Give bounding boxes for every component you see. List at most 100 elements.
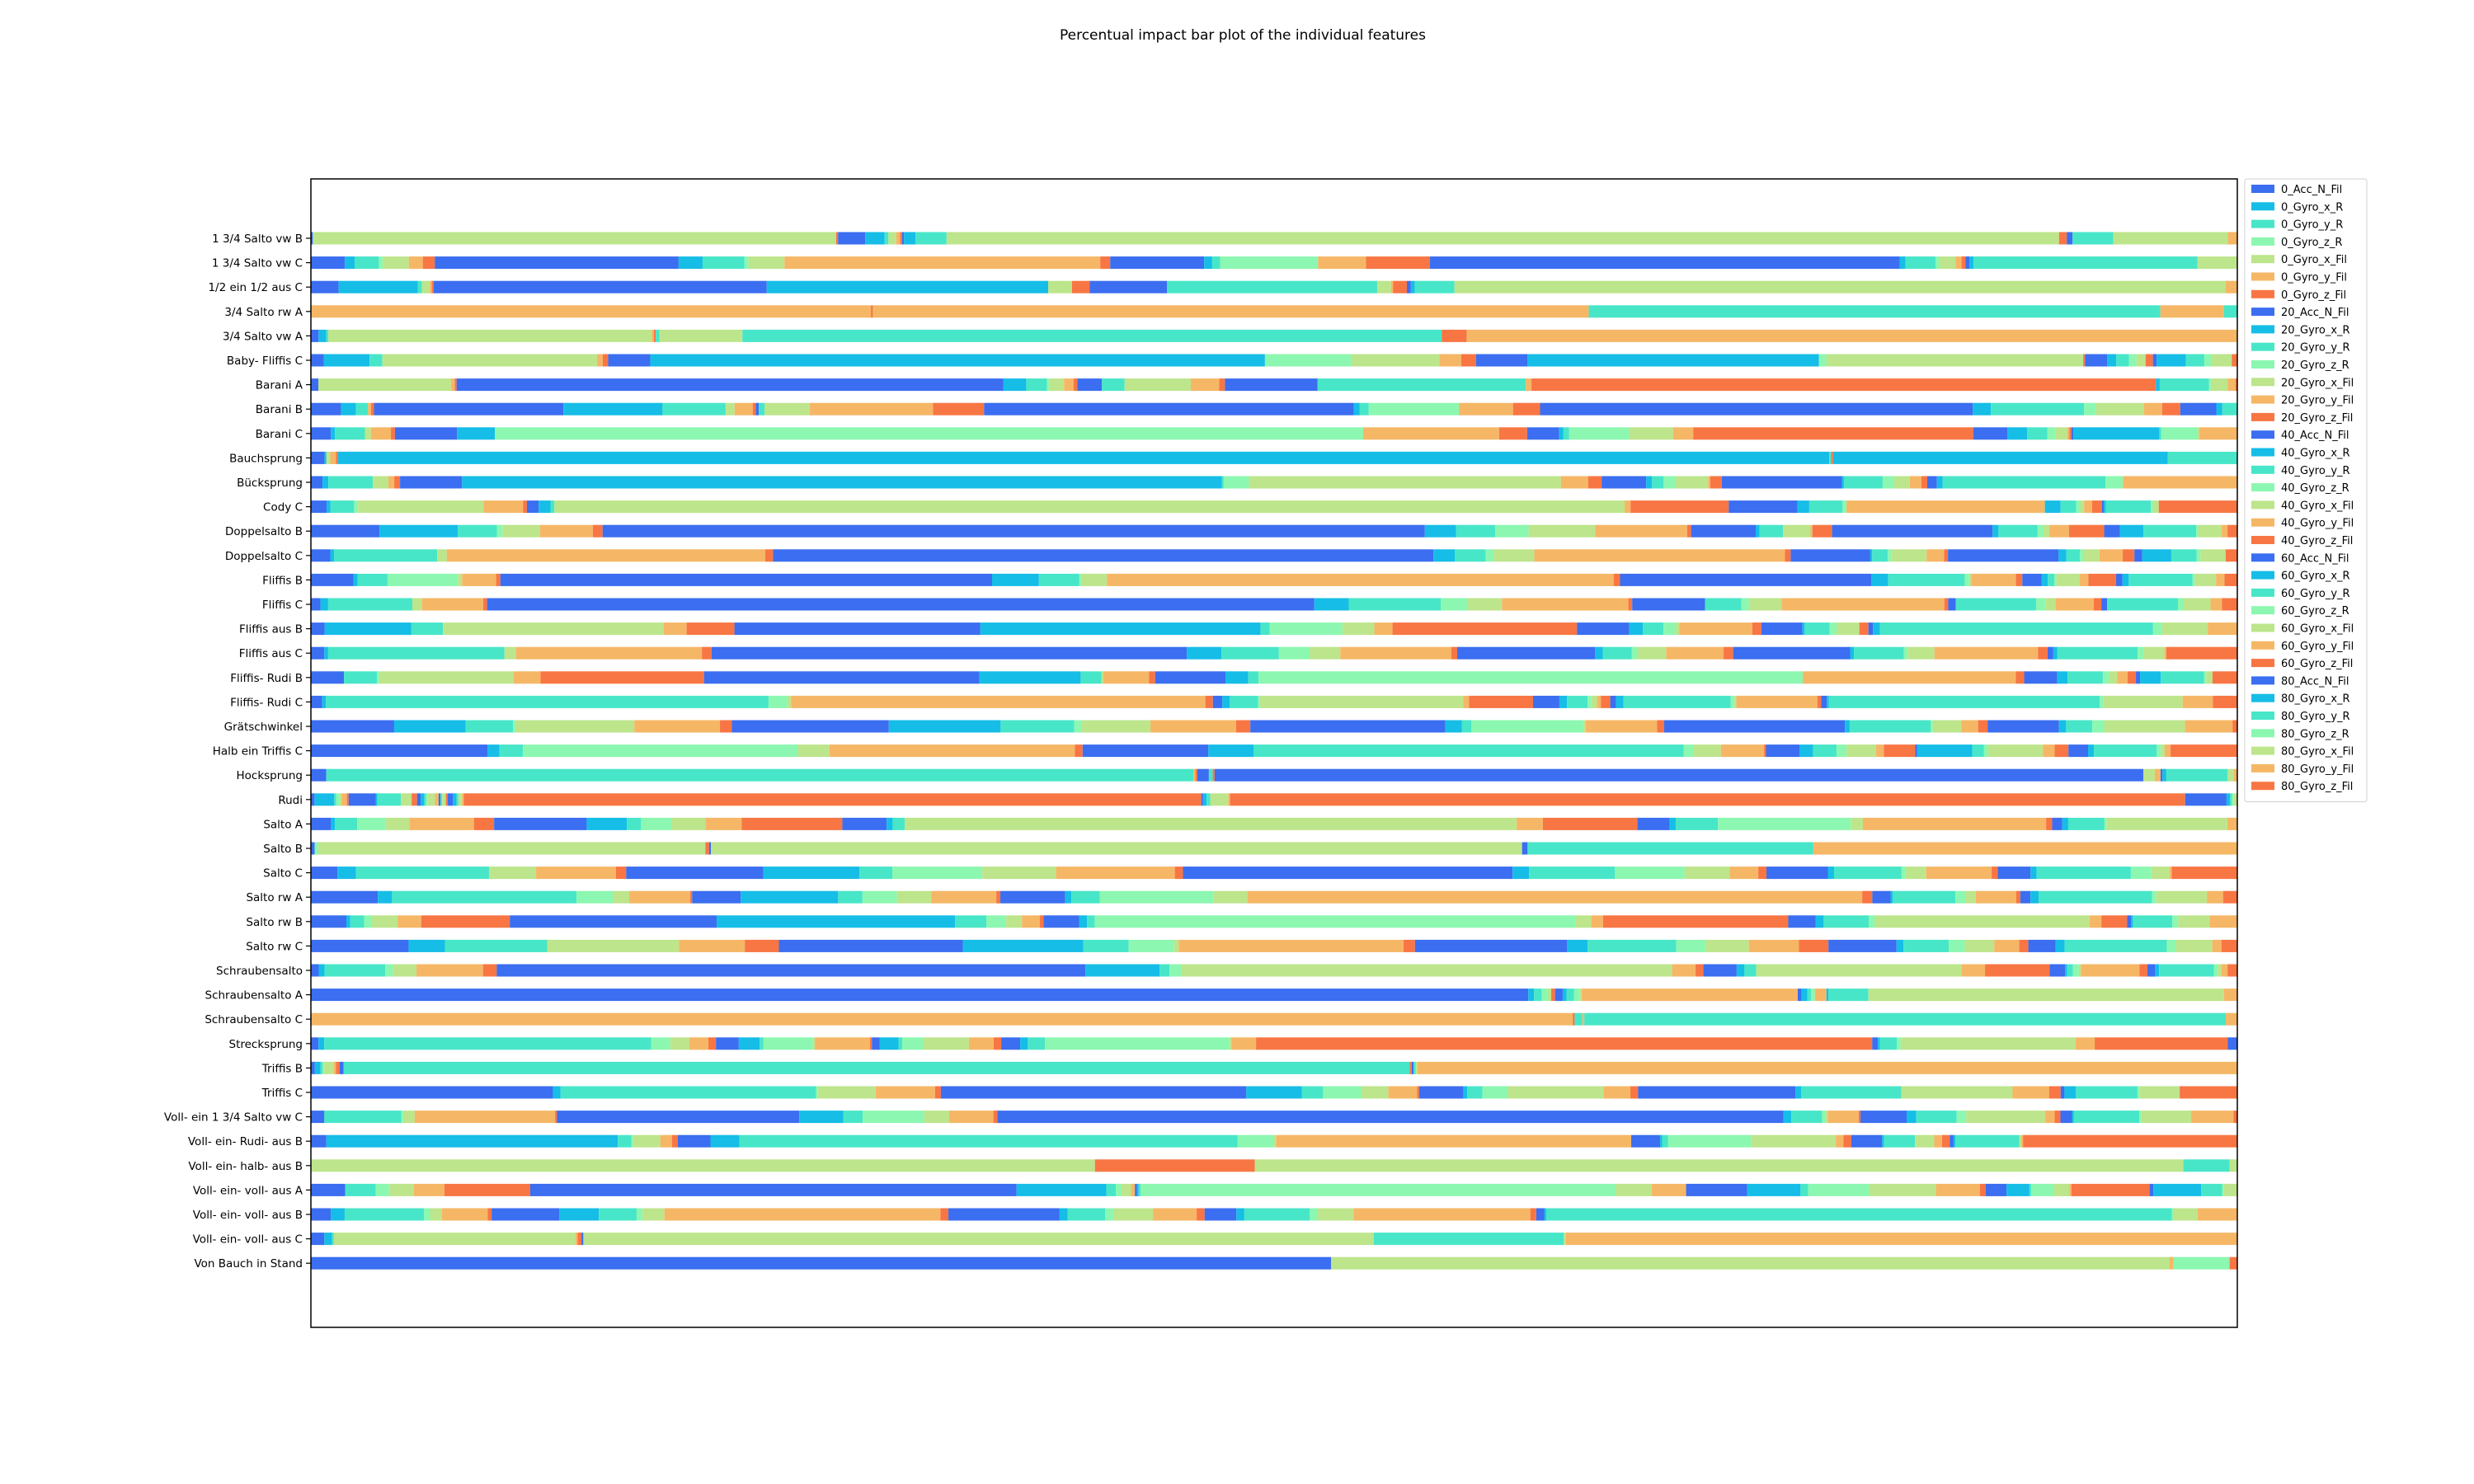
bar-segment bbox=[2227, 768, 2234, 782]
bar-segment bbox=[421, 793, 425, 806]
bar-segment bbox=[1803, 671, 2016, 684]
bar-segment bbox=[2071, 1183, 2150, 1196]
bar-segment bbox=[2058, 549, 2067, 562]
bar-segment bbox=[311, 866, 338, 880]
bar-segment bbox=[1065, 890, 1072, 904]
bar-segment bbox=[2071, 427, 2074, 440]
bar-segment bbox=[1602, 915, 1789, 928]
bar-segment bbox=[2055, 598, 2094, 611]
bar-segment bbox=[2182, 695, 2213, 708]
bar-segment bbox=[2232, 793, 2234, 806]
bar-segment bbox=[324, 1037, 651, 1050]
bar-segment bbox=[370, 427, 392, 440]
bar-segment bbox=[453, 793, 457, 806]
bar-segment bbox=[1463, 695, 1470, 708]
bar-segment bbox=[2122, 573, 2129, 586]
bar-segment bbox=[1930, 720, 1933, 733]
bar-segment bbox=[742, 329, 1442, 342]
bar-segment bbox=[1968, 573, 1972, 586]
bar-segment bbox=[2161, 451, 2168, 464]
bar-segment bbox=[1901, 1086, 2013, 1099]
bar-segment bbox=[1404, 939, 1415, 952]
bar-segment bbox=[1221, 646, 1279, 660]
bar-segment bbox=[2052, 817, 2062, 830]
bar-segment bbox=[374, 402, 564, 416]
bar-segment bbox=[1089, 280, 1168, 294]
bar-segment bbox=[322, 1061, 325, 1074]
bar-segment bbox=[1531, 378, 2157, 392]
bar-segment bbox=[2152, 890, 2157, 904]
bar-segment bbox=[1705, 939, 1749, 952]
bar-segment bbox=[1961, 964, 1986, 977]
bar-segment bbox=[2030, 866, 2037, 880]
bar-segment bbox=[1417, 1086, 1419, 1099]
y-tick-label: Salto A bbox=[263, 818, 303, 831]
bar-segment bbox=[1124, 378, 1192, 392]
y-tick-label: Fliffis- Rudi B bbox=[230, 672, 303, 685]
bar-segment bbox=[1862, 890, 1873, 904]
bar-segment bbox=[1461, 720, 1472, 733]
bar-segment bbox=[2196, 524, 2199, 538]
bar-segment bbox=[324, 964, 386, 977]
bar-segment bbox=[2079, 573, 2089, 586]
bar-segment bbox=[896, 232, 901, 245]
bar-segment bbox=[1526, 378, 1532, 392]
bar-segment bbox=[324, 646, 328, 660]
legend-label: 40_Gyro_y_Fil bbox=[2281, 518, 2354, 530]
bar-segment bbox=[397, 915, 421, 928]
bar-segment bbox=[1376, 280, 1391, 294]
bar-segment bbox=[1121, 1183, 1131, 1196]
bar-segment bbox=[1997, 866, 2031, 880]
bar-segment bbox=[997, 1111, 1784, 1124]
bar-segment bbox=[1724, 646, 1733, 660]
bar-segment bbox=[599, 1208, 637, 1221]
legend-label: 20_Gyro_y_Fil bbox=[2281, 395, 2354, 407]
bar-segment bbox=[1202, 793, 1207, 806]
bar-segment bbox=[2030, 890, 2039, 904]
bar-segment bbox=[1630, 1086, 1639, 1099]
bar-segment bbox=[1565, 1233, 2237, 1246]
bar-segment bbox=[2043, 744, 2055, 758]
bar-segment bbox=[540, 671, 704, 684]
bar-segment bbox=[1064, 378, 1074, 392]
bar-segment bbox=[1393, 280, 1408, 294]
bar-segment bbox=[1577, 622, 1630, 636]
bar-segment bbox=[447, 793, 454, 806]
legend: 0_Acc_N_Fil 0_Gyro_x_R 0_Gyro_y_R 0_Gyro_z_… bbox=[2244, 178, 2368, 802]
bar-segment bbox=[744, 256, 749, 270]
bar-segment bbox=[1573, 1012, 1575, 1026]
bar-segment bbox=[1048, 280, 1072, 294]
bar-segment bbox=[1159, 964, 1170, 977]
bar-segment bbox=[1631, 1134, 1661, 1148]
legend-label: 40_Gyro_z_R bbox=[2281, 482, 2349, 495]
bar-segment bbox=[1859, 622, 1869, 636]
bar-segment bbox=[641, 817, 671, 830]
bar-segment bbox=[583, 1233, 1374, 1246]
bar-segment bbox=[334, 1061, 336, 1074]
bar-segment bbox=[2159, 427, 2161, 440]
bar-segment bbox=[421, 598, 483, 611]
legend-swatch bbox=[2251, 378, 2274, 387]
legend-label: 60_Gyro_y_R bbox=[2281, 588, 2350, 600]
bar-segment bbox=[435, 256, 679, 270]
bar-segment bbox=[311, 573, 354, 586]
legend-swatch bbox=[2251, 412, 2274, 421]
bar-segment bbox=[1138, 1183, 1141, 1196]
bar-segment bbox=[2164, 646, 2166, 660]
bar-segment bbox=[1248, 671, 1259, 684]
bar-segment bbox=[431, 280, 434, 294]
bar-segment bbox=[1547, 989, 1552, 1002]
bar-segment bbox=[2133, 915, 2173, 928]
bar-segment bbox=[1628, 598, 1633, 611]
bar-segment bbox=[515, 720, 635, 733]
bar-segment bbox=[424, 1208, 430, 1221]
y-tick-label: Fliffis aus B bbox=[239, 623, 303, 636]
bar-segment bbox=[324, 622, 412, 636]
bar-segment bbox=[553, 1086, 561, 1099]
bar-segment bbox=[2062, 817, 2068, 830]
bar-segment bbox=[1588, 305, 2161, 318]
bar-segment bbox=[1414, 280, 1455, 294]
bar-segment bbox=[1248, 890, 1863, 904]
bar-segment bbox=[1948, 549, 2059, 562]
bar-segment bbox=[1094, 915, 1576, 928]
